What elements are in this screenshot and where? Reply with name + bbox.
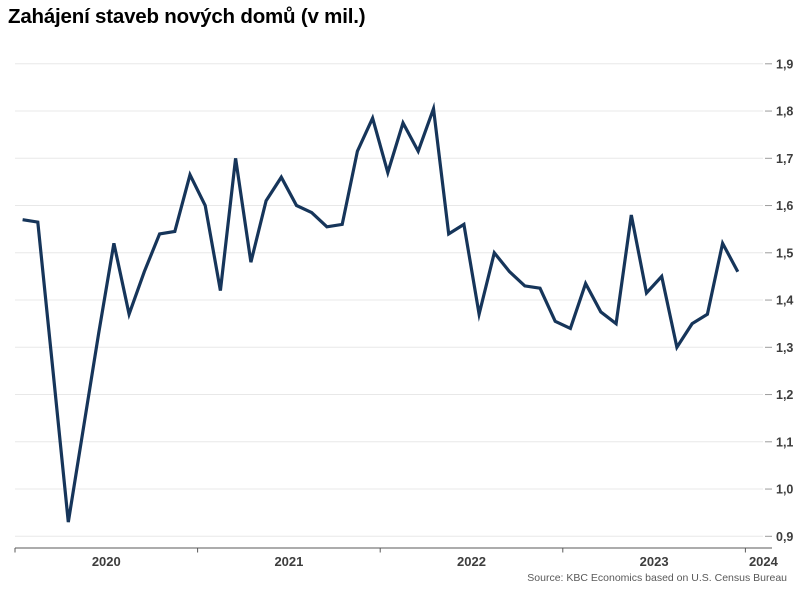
x-axis-tick-label: 2021	[274, 554, 303, 569]
y-axis-tick-label: 1,4	[776, 294, 793, 308]
x-axis-tick-label: 2023	[640, 554, 669, 569]
x-axis-tick-label: 2020	[92, 554, 121, 569]
y-axis-tick-label: 0,9	[776, 530, 793, 544]
y-axis-tick-label: 1,0	[776, 483, 793, 497]
y-axis-tick-label: 1,5	[776, 246, 793, 260]
x-axis-tick-label: 2022	[457, 554, 486, 569]
x-axis-tick-label: 2024	[749, 554, 779, 569]
y-axis-tick-label: 1,9	[776, 57, 793, 71]
y-axis-tick-label: 1,7	[776, 152, 793, 166]
y-axis-tick-label: 1,3	[776, 341, 793, 355]
source-note: Source: KBC Economics based on U.S. Cens…	[527, 572, 787, 584]
y-axis-tick-label: 1,8	[776, 105, 793, 119]
y-axis-tick-label: 1,2	[776, 388, 793, 402]
y-axis-tick-label: 1,6	[776, 199, 793, 213]
housing-starts-line	[22, 101, 740, 523]
y-axis-tick-label: 1,1	[776, 435, 793, 449]
chart-title: Zahájení staveb nových domů (v mil.)	[8, 5, 366, 28]
